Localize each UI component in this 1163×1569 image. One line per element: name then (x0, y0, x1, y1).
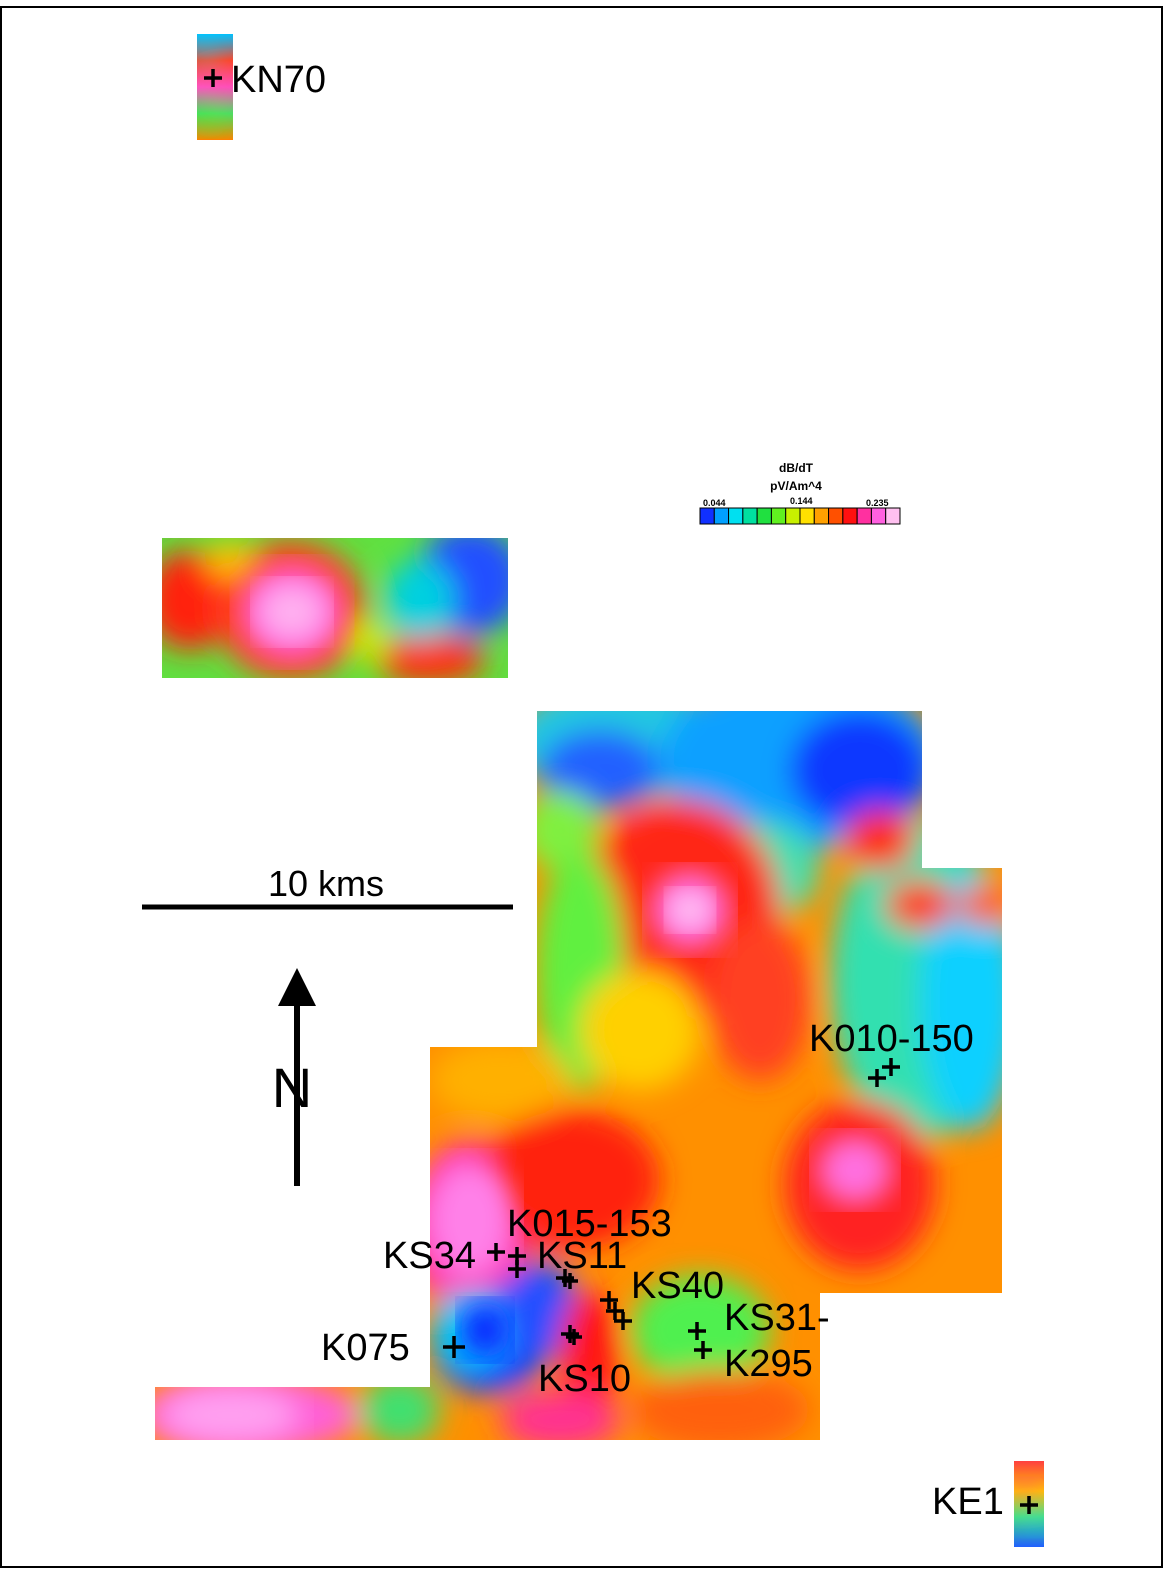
well-label-ks34: KS34 (383, 1235, 476, 1277)
well-markers (204, 69, 1038, 1514)
well-marker-ks31 (688, 1322, 706, 1340)
well-label-ks31: KS31- (724, 1297, 830, 1339)
well-marker-ks10-b (566, 1329, 582, 1345)
well-marker-kn70 (204, 69, 222, 87)
well-marker-ks40-a (600, 1291, 618, 1309)
well-marker-ks11-b (562, 1273, 578, 1289)
legend-swatch (728, 507, 744, 525)
legend-swatch (756, 507, 772, 525)
well-marker-k010-150-b (882, 1058, 900, 1076)
legend-swatch (828, 507, 844, 525)
well-marker-k015-153-b (508, 1260, 526, 1278)
legend-swatch (842, 507, 858, 525)
well-marker-ke1 (1020, 1496, 1038, 1514)
well-marker-k075 (443, 1336, 465, 1358)
well-label-k295: K295 (724, 1343, 813, 1385)
well-label-k015-153: K015-153 (507, 1203, 672, 1245)
well-label-ks11: KS11 (537, 1235, 627, 1277)
legend-tick-max: 0.235 (866, 498, 889, 508)
legend-swatch (742, 507, 758, 525)
legend-swatch (799, 507, 815, 525)
legend-color-bar (699, 507, 901, 525)
well-label-kn70: KN70 (231, 59, 326, 101)
north-label: N (272, 1056, 312, 1119)
legend-swatch (856, 507, 872, 525)
well-label-k075: K075 (321, 1327, 410, 1369)
well-label-ks40: KS40 (631, 1265, 724, 1307)
legend-title-line2: pV/Am^4 (770, 479, 822, 493)
scale-bar: 10 kms (142, 863, 513, 910)
well-marker-ks10 (561, 1325, 579, 1343)
legend-swatch (885, 507, 901, 525)
well-label-k010-150: K010-150 (809, 1018, 974, 1060)
legend-swatch (699, 507, 715, 525)
well-marker-ks40-c (614, 1312, 632, 1330)
legend-title-line1: dB/dT (779, 461, 814, 475)
well-label-ks10: KS10 (538, 1358, 631, 1400)
legend-swatch (785, 507, 801, 525)
well-marker-k295 (694, 1341, 712, 1359)
north-arrow: N (272, 968, 316, 1186)
well-marker-ks34 (487, 1243, 505, 1261)
legend-tick-mid: 0.144 (790, 496, 813, 506)
well-marker-k010-150-a (868, 1069, 886, 1087)
well-marker-ks40-b (606, 1302, 624, 1320)
scale-bar-label: 10 kms (268, 863, 384, 904)
legend-swatch (713, 507, 730, 525)
survey-block-north (162, 538, 508, 678)
legend-swatch (813, 507, 830, 525)
map-border (0, 6, 1163, 1568)
legend-swatch (870, 507, 887, 525)
well-label-ke1: KE1 (932, 1481, 1004, 1523)
legend-swatch (770, 507, 787, 525)
well-labels: KN70 K010-150 K015-153 KS34 KS11 KS40 KS… (231, 59, 1004, 1523)
color-scale-legend: dB/dT pV/Am^4 0.044 0.144 0.235 (699, 461, 901, 525)
legend-tick-min: 0.044 (703, 498, 726, 508)
survey-block-kn70 (197, 34, 233, 140)
